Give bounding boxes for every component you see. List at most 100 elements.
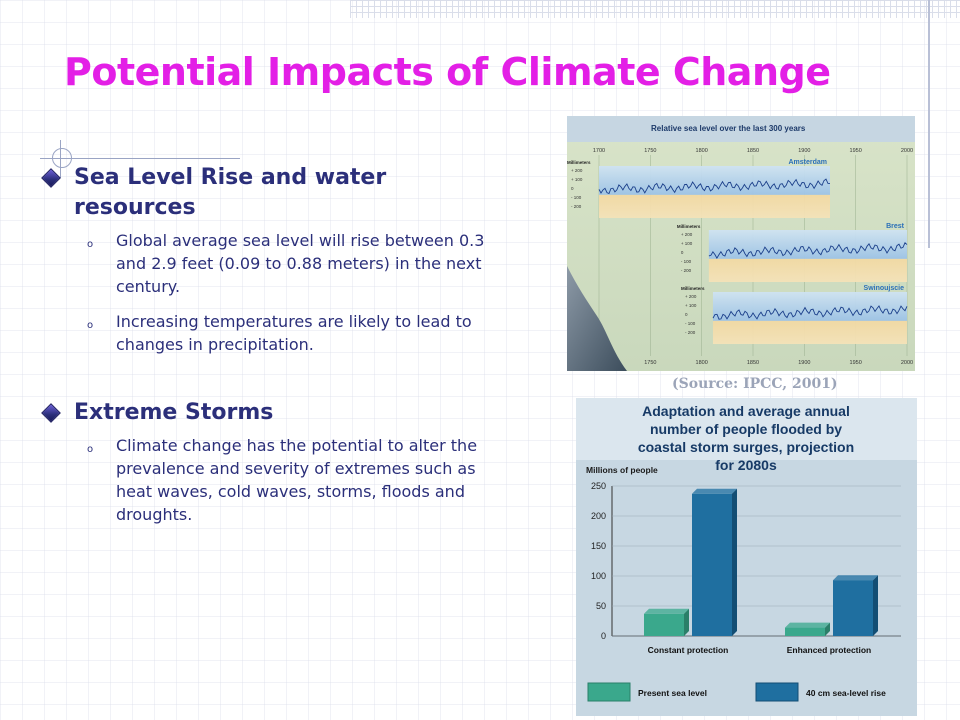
source-citation: (Source: IPCC, 2001) — [672, 376, 838, 392]
x-category-label: Enhanced protection — [787, 645, 872, 655]
section-extreme-storms: Extreme Storms o Climate change has the … — [41, 398, 514, 538]
y-tick-label: 0 — [601, 631, 606, 641]
y-tick-label: 0 — [685, 312, 688, 317]
x-tick-label: 1900 — [798, 360, 810, 366]
bullet-list: o Climate change has the potential to al… — [44, 434, 514, 526]
decorative-vertical-line — [928, 0, 930, 248]
circle-bullet-icon: o — [87, 239, 94, 250]
x-tick-label: 1950 — [850, 148, 862, 154]
y-tick-label: 150 — [591, 541, 606, 551]
y-tick-label: 250 — [591, 481, 606, 491]
y-tick-label: - 200 — [681, 268, 692, 273]
legend-item: Present sea level — [587, 682, 707, 702]
chart-title-band — [576, 398, 917, 460]
y-tick-label: + 200 — [681, 232, 693, 237]
diamond-bullet-icon — [41, 403, 61, 423]
y-tick-label: 0 — [571, 186, 574, 191]
section-heading: Sea Level Rise and water resources — [41, 163, 514, 223]
x-tick-label: 1800 — [696, 360, 708, 366]
bar-top — [644, 608, 689, 614]
list-item: o Increasing temperatures are likely to … — [44, 310, 514, 356]
bar-side — [684, 608, 689, 636]
bar — [692, 488, 737, 636]
slide-title: Potential Impacts of Climate Change — [64, 50, 831, 94]
list-item: o Climate change has the potential to al… — [44, 434, 514, 526]
bullet-list: o Global average sea level will rise bet… — [44, 229, 514, 356]
coast-illustration — [567, 266, 627, 371]
y-axis-label: Millions of people — [586, 465, 658, 475]
series-name-label: Amsterdam — [788, 159, 827, 166]
x-category-label: Constant protection — [648, 645, 729, 655]
bar-front — [692, 493, 732, 636]
bar-top — [785, 622, 830, 628]
bar-front — [644, 613, 684, 636]
plot-area: 0 50 100 150 200 250 Constant protection Enhanc… — [591, 481, 901, 655]
legend-item: 40 cm sea-level rise — [755, 682, 886, 702]
x-tick-label: 1850 — [747, 360, 759, 366]
x-tick-label: 1750 — [644, 148, 656, 154]
bar — [785, 622, 830, 636]
y-tick-label: + 200 — [685, 294, 697, 299]
x-tick-label: 1900 — [798, 148, 810, 154]
bullet-text: Increasing temperatures are likely to le… — [116, 312, 472, 354]
x-tick-label: 1850 — [747, 148, 759, 154]
legend-swatch — [755, 682, 799, 702]
bar — [644, 608, 689, 636]
x-tick-label: 2000 — [901, 148, 913, 154]
x-tick-label: 1950 — [850, 360, 862, 366]
series-line — [712, 305, 908, 320]
chart-legend: Present sea level 40 cm sea-level rise — [587, 682, 886, 702]
x-tick-label: 1750 — [644, 360, 656, 366]
series-panel: Millimeters + 200 + 100 0 - 100 - 200 Swinoujs… — [681, 285, 908, 344]
y-tick-label: - 100 — [685, 321, 696, 326]
section-sea-level: Sea Level Rise and water resources o Glo… — [41, 163, 514, 368]
panel-band — [712, 292, 907, 344]
diamond-bullet-icon — [41, 168, 61, 188]
y-tick-label: - 100 — [571, 195, 582, 200]
bar — [833, 575, 878, 636]
y-tick-label: 0 — [681, 250, 684, 255]
y-tick-label: 200 — [591, 511, 606, 521]
section-heading-text: Sea Level Rise and water resources — [74, 165, 387, 220]
y-tick-label: 100 — [591, 571, 606, 581]
y-tick-label: + 200 — [571, 168, 583, 173]
bar-front — [833, 580, 873, 636]
series-line — [708, 242, 908, 259]
bar-top — [833, 575, 878, 581]
y-tick-label: - 200 — [685, 330, 696, 335]
bar-top — [692, 488, 737, 494]
section-heading-text: Extreme Storms — [74, 400, 274, 425]
series-line — [598, 178, 831, 195]
flood-bar-chart: Adaptation and average annual number of p… — [576, 398, 917, 716]
series-name-label: Swinoujscie — [864, 285, 905, 292]
bar-side — [873, 575, 878, 636]
bullet-text: Global average sea level will rise betwe… — [116, 231, 485, 296]
panel-band — [708, 230, 907, 282]
legend-label: Present sea level — [638, 688, 707, 698]
header-grid-strip — [350, 0, 960, 18]
series-panel: Millimeters + 200 + 100 0 - 100 - 200 Amsterda… — [567, 159, 831, 218]
bullet-text: Climate change has the potential to alte… — [116, 436, 478, 524]
circle-bullet-icon: o — [87, 444, 94, 455]
panel-y-label: Millimeters — [677, 224, 701, 229]
chart-title: Adaptation and average annual number of p… — [638, 403, 854, 473]
crosshair-circle — [52, 148, 72, 168]
bar-side — [825, 622, 830, 636]
legend-swatch — [587, 682, 631, 702]
section-heading: Extreme Storms — [41, 398, 514, 428]
chart-title-band — [567, 116, 915, 142]
bar-side — [732, 488, 737, 636]
x-tick-label: 1700 — [593, 148, 605, 154]
x-tick-label: 2000 — [901, 360, 913, 366]
y-tick-label: + 100 — [681, 241, 693, 246]
panel-band — [599, 166, 830, 218]
series-panel: Millimeters + 200 + 100 0 - 100 - 200 Brest — [677, 223, 908, 282]
x-tick-label: 1800 — [696, 148, 708, 154]
sea-level-panels: Millimeters + 200 + 100 0 - 100 - 200 Amsterda… — [567, 159, 908, 344]
y-tick-label: + 100 — [571, 177, 583, 182]
y-tick-label: - 100 — [681, 259, 692, 264]
y-tick-label: - 200 — [571, 204, 582, 209]
series-name-label: Brest — [886, 223, 905, 230]
circle-bullet-icon: o — [87, 320, 94, 331]
panel-y-label: Millimeters — [681, 286, 705, 291]
